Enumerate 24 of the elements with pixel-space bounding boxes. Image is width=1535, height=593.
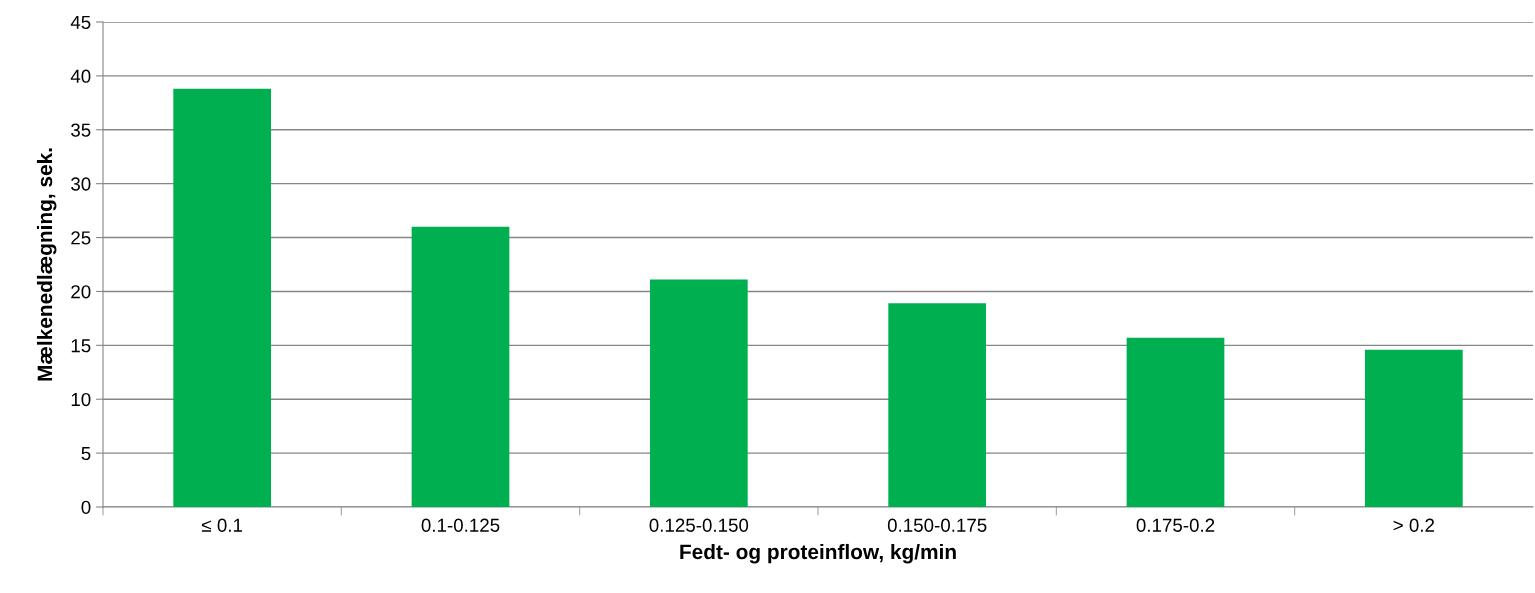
x-tick-label: 0.175-0.2 [1136, 518, 1215, 532]
y-tick-label: 5 [81, 447, 91, 461]
x-tick-label: ≤ 0.1 [201, 518, 243, 532]
bar [1126, 337, 1225, 507]
bar [1364, 349, 1463, 507]
x-tick-label: > 0.2 [1393, 518, 1434, 532]
bar [888, 303, 987, 507]
bar [173, 88, 272, 507]
y-axis-title: Mælkenedlægning, sek. [36, 148, 57, 381]
y-tick-label: 25 [71, 231, 91, 245]
y-tick-label: 0 [81, 500, 91, 514]
y-tick-label: 10 [71, 392, 91, 407]
y-tick-label: 30 [71, 177, 91, 191]
y-tick-label: 20 [71, 285, 91, 299]
y-tick-label: 40 [70, 69, 91, 83]
bar [649, 279, 748, 507]
x-axis-title: Fedt- og proteinflow, kg/min [680, 543, 956, 564]
y-tick-label: 45 [70, 15, 91, 29]
x-tick-label: 0.1-0.125 [421, 518, 500, 532]
y-tick-label: 35 [71, 123, 91, 137]
x-tick-label: 0.150-0.175 [887, 518, 987, 532]
bar [411, 226, 510, 507]
y-tick-label: 15 [71, 339, 91, 353]
x-tick-label: 0.125-0.150 [649, 518, 749, 532]
